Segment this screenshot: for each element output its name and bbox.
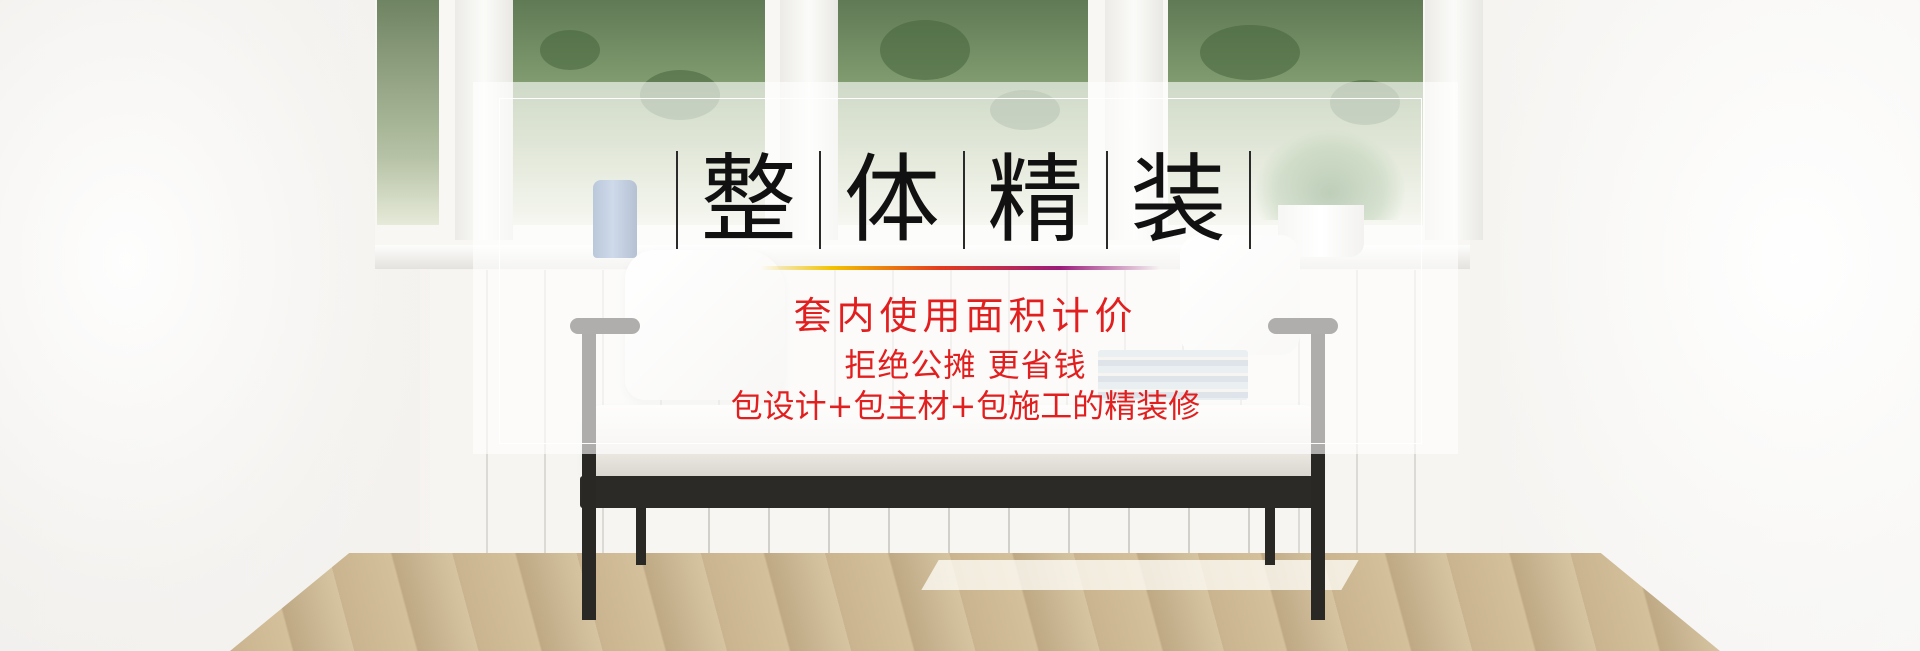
subtitle-savings: 拒绝公摊 更省钱 bbox=[844, 346, 1087, 384]
banner-title: 整 体 精 装 bbox=[676, 140, 1251, 260]
subtitle-package: 包设计+包主材+包施工的精装修 bbox=[730, 387, 1201, 425]
foliage bbox=[540, 30, 600, 70]
title-divider bbox=[1249, 151, 1251, 249]
title-char: 装 bbox=[1130, 144, 1227, 256]
title-divider bbox=[1105, 151, 1108, 249]
title-divider bbox=[819, 151, 822, 249]
background-haze-left bbox=[0, 0, 420, 651]
sofa-leg bbox=[636, 505, 646, 565]
text-overlay-border bbox=[499, 98, 1422, 444]
title-divider bbox=[962, 151, 965, 249]
subtitle-pricing: 套内使用面积计价 bbox=[793, 294, 1138, 338]
title-divider bbox=[676, 151, 678, 249]
foliage bbox=[880, 20, 970, 80]
sofa-frame bbox=[580, 476, 1325, 508]
background-haze-right bbox=[1500, 0, 1920, 651]
title-char: 体 bbox=[843, 144, 940, 256]
sofa-leg bbox=[1265, 505, 1275, 565]
floor-sunlight bbox=[921, 560, 1359, 590]
title-char: 精 bbox=[987, 144, 1084, 256]
wall-tiles bbox=[650, 505, 1270, 557]
title-char: 整 bbox=[700, 144, 797, 256]
gradient-divider bbox=[760, 266, 1160, 270]
foliage bbox=[1200, 25, 1300, 80]
window-pane bbox=[377, 0, 439, 225]
